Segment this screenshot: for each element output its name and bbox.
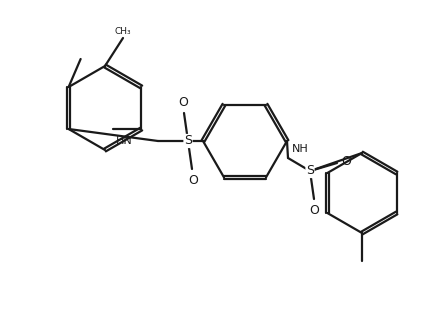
Text: O: O bbox=[340, 156, 350, 168]
Text: CH₃: CH₃ bbox=[115, 27, 131, 36]
Text: S: S bbox=[184, 135, 192, 147]
Text: O: O bbox=[308, 204, 318, 217]
Text: HN: HN bbox=[116, 136, 132, 146]
Text: O: O bbox=[178, 96, 187, 109]
Text: S: S bbox=[305, 165, 313, 177]
Text: O: O bbox=[187, 174, 198, 187]
Text: NH: NH bbox=[291, 144, 308, 154]
